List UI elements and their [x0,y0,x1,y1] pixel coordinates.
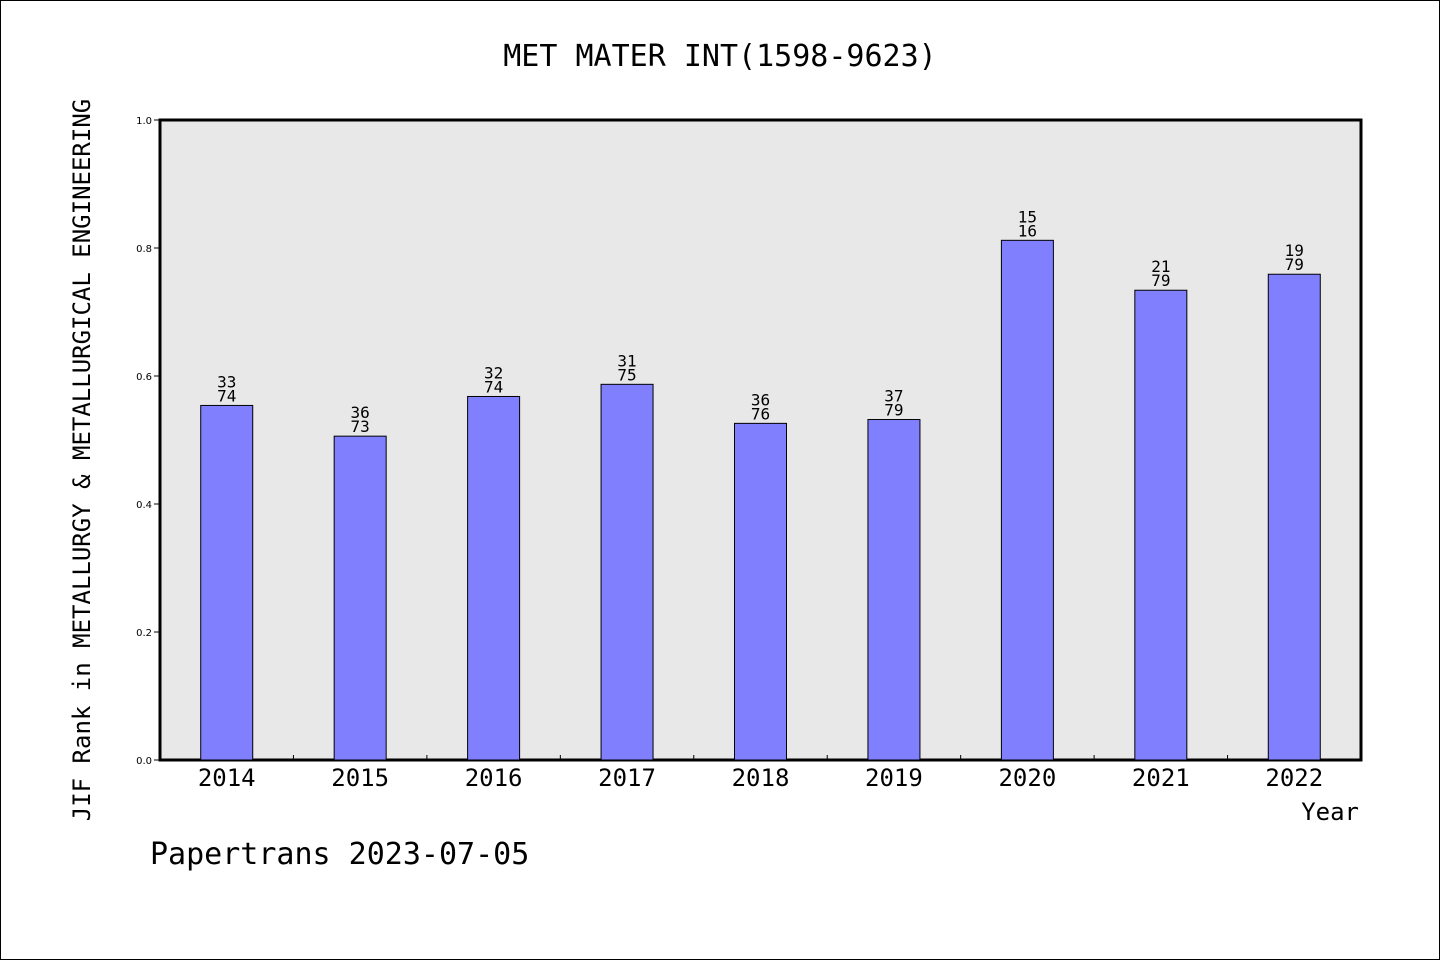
bar-label-total: 73 [351,417,370,436]
bar-label-rank: 32 [484,363,503,382]
bar-2021 [1134,289,1188,761]
y-tick-label: 0.0 [136,756,152,767]
x-axis-dividers [292,755,1229,760]
bar-label-rank: 15 [1018,207,1037,226]
bar-2016 [467,395,521,761]
bar-2017 [600,383,654,761]
footer-credit: Papertrans 2023-07-05 [150,837,529,872]
bar-label-total: 16 [1018,221,1037,240]
bar-label-total: 79 [884,401,903,420]
bar-label-total: 76 [751,404,770,423]
bar-label-total: 79 [1151,271,1170,290]
bar-2018 [734,422,787,761]
x-tick-label: 2021 [1132,764,1190,792]
bar-label-rank: 37 [884,387,903,406]
bar-2015 [333,435,387,761]
y-tick-label: 1.0 [136,116,152,127]
bar-label-rank: 36 [351,403,370,422]
bar-label-rank: 36 [751,390,770,409]
bar-2019 [867,419,921,761]
bar-label-rank: 31 [617,351,636,370]
bar-2014 [200,404,254,761]
y-tick-label: 0.4 [136,500,152,511]
bar-label-rank: 33 [217,372,236,391]
y-axis-ticks: 0.0 0.2 0.4 0.6 0.8 1.0 [136,116,160,767]
y-axis-label: JIF Rank in METALLURGY & METALLURGICAL E… [68,99,96,821]
bar-label-rank: 21 [1151,257,1170,276]
bar-series [200,239,1321,761]
x-tick-label: 2022 [1265,764,1323,792]
y-tick-label: 0.6 [136,372,152,383]
bar-label-total: 79 [1285,255,1304,274]
bar-2020 [1000,239,1054,761]
x-tick-label: 2018 [732,764,790,792]
x-tick-label: 2020 [998,764,1056,792]
x-tick-label: 2015 [331,764,389,792]
y-tick-label: 0.8 [136,244,152,255]
x-tick-label: 2019 [865,764,923,792]
x-tick-label: 2016 [465,764,523,792]
bar-label-total: 74 [217,386,236,405]
bar-label-total: 75 [617,365,636,384]
bar-2022 [1267,273,1321,761]
x-tick-label: 2014 [198,764,256,792]
bar-label-total: 74 [484,377,503,396]
x-axis-label: Year [1301,798,1359,826]
chart-title: MET MATER INT(1598-9623) [503,39,936,74]
bar-label-rank: 19 [1285,241,1304,260]
y-tick-label: 0.2 [136,628,152,639]
x-axis-ticks: 2014 2015 2016 2017 2018 2019 2020 2021 2022 [198,764,1323,792]
x-tick-label: 2017 [598,764,656,792]
